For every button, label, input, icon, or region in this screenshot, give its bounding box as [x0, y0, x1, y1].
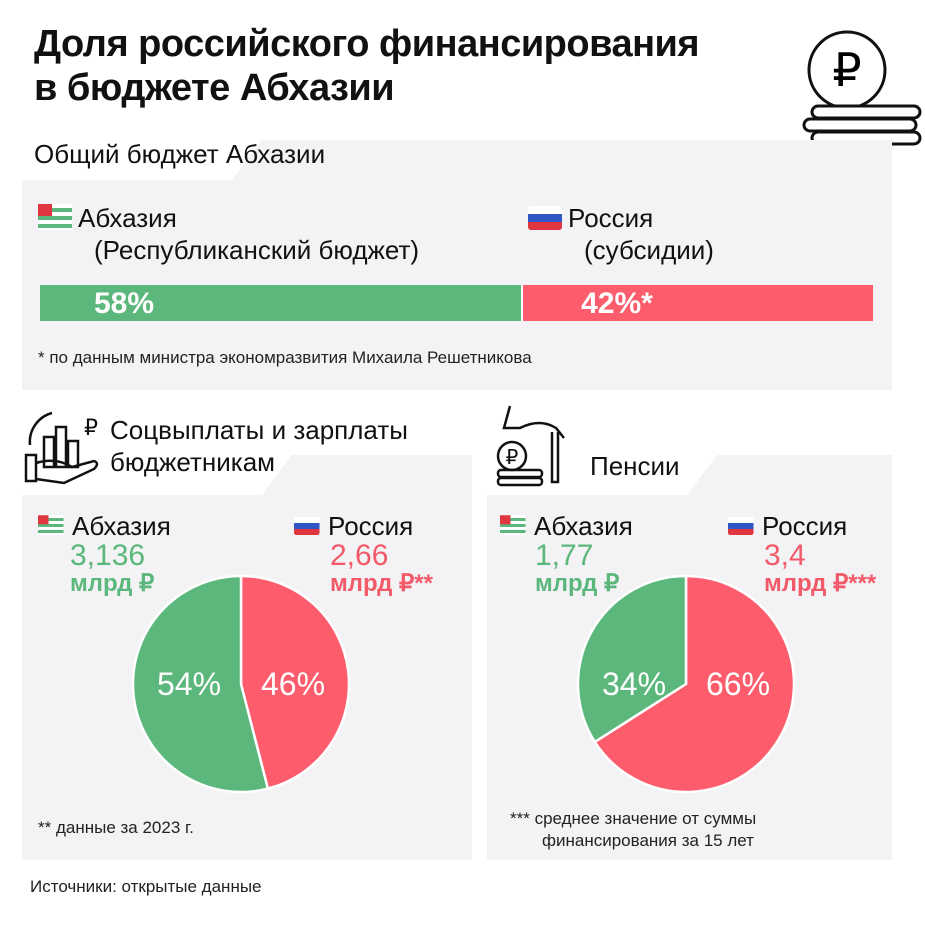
abkhazia-sub: (Республиканский бюджет): [94, 235, 420, 265]
social-abkhazia-unit: млрд ₽: [70, 570, 155, 597]
russia-flag-icon: [528, 206, 562, 230]
russia-legend: Россия: [528, 202, 653, 234]
pie-slice-russia: [239, 574, 351, 791]
social-russia-unit: млрд ₽**: [330, 570, 433, 597]
social-pie: 46% 54%: [131, 574, 351, 794]
abkhazia-legend: Абхазия: [38, 202, 177, 234]
hand-cane-coins-icon: ₽: [496, 405, 565, 487]
russia-sub: (субсидии): [584, 235, 714, 265]
pie-label-abkhazia: 54%: [157, 666, 221, 702]
abkhazia-label: Абхазия: [72, 511, 171, 541]
social-heading-2: бюджетникам: [110, 447, 276, 477]
pensions-abkhazia-legend: Абхазия: [500, 510, 633, 542]
pensions-russia-value: 3,4: [764, 539, 806, 572]
pensions-footnote-2: финансирования за 15 лет: [542, 831, 754, 850]
hand-chart-ruble-icon: ₽: [24, 411, 99, 485]
pensions-abkhazia-value: 1,77: [535, 539, 594, 572]
bar-label-abkhazia: 58%: [94, 287, 155, 320]
social-abkhazia-legend: Абхазия: [38, 510, 171, 542]
abkhazia-flag-icon: [500, 515, 526, 535]
pensions-heading: Пенсии: [590, 451, 680, 481]
pensions-footnote-1: *** среднее значение от суммы: [510, 809, 757, 828]
social-footnote: ** данные за 2023 г.: [38, 818, 194, 837]
title-line-2: в бюджете Абхазии: [34, 67, 395, 109]
social-heading-1: Соцвыплаты и зарплаты: [110, 415, 408, 445]
abkhazia-label: Абхазия: [534, 511, 633, 541]
ruble-coin-stack-icon: ₽: [802, 30, 922, 146]
pensions-pie: 66% 34%: [576, 574, 796, 794]
pensions-russia-legend: Россия: [728, 510, 847, 542]
russia-flag-icon: [294, 517, 320, 535]
total-footnote: * по данным министра экономразвития Миха…: [38, 348, 532, 367]
social-heading: Соцвыплаты и зарплаты бюджетникам: [110, 414, 408, 478]
social-russia-legend: Россия: [294, 510, 413, 542]
svg-text:₽: ₽: [832, 43, 861, 97]
bar-russia: 42%*: [523, 285, 873, 321]
russia-flag-icon: [728, 517, 754, 535]
social-russia-value: 2,66: [330, 539, 389, 572]
abkhazia-label: Абхазия: [78, 203, 177, 233]
title-line-1: Доля российского финансирования: [34, 23, 700, 65]
russia-label: Россия: [328, 511, 414, 541]
abkhazia-flag-icon: [38, 204, 72, 230]
bar-abkhazia: 58%: [40, 285, 524, 321]
pie-slice-russia: [593, 574, 796, 794]
pensions-russia-unit: млрд ₽***: [764, 570, 877, 597]
total-budget-panel: [22, 140, 892, 390]
total-heading: Общий бюджет Абхазии: [34, 139, 326, 169]
pie-slice-abkhazia: [576, 574, 688, 744]
social-abkhazia-value: 3,136: [70, 539, 146, 572]
source-note: Источники: открытые данные: [30, 877, 262, 896]
svg-text:₽: ₽: [84, 416, 98, 441]
pie-label-russia: 66%: [706, 666, 770, 702]
page-title: Доля российского финансирования в бюджет…: [34, 22, 700, 110]
pie-slice-abkhazia: [131, 574, 270, 794]
pensions-footnote: *** среднее значение от суммы финансирова…: [510, 808, 756, 852]
abkhazia-flag-icon: [38, 515, 64, 535]
pensions-abkhazia-unit: млрд ₽: [535, 570, 620, 597]
bar-label-russia: 42%*: [581, 287, 653, 320]
russia-label: Россия: [568, 203, 654, 233]
russia-label: Россия: [762, 511, 848, 541]
pie-label-russia: 46%: [261, 666, 325, 702]
svg-text:₽: ₽: [506, 445, 519, 469]
stacked-bar: 58% 42%*: [40, 285, 873, 321]
pie-label-abkhazia: 34%: [602, 666, 666, 702]
